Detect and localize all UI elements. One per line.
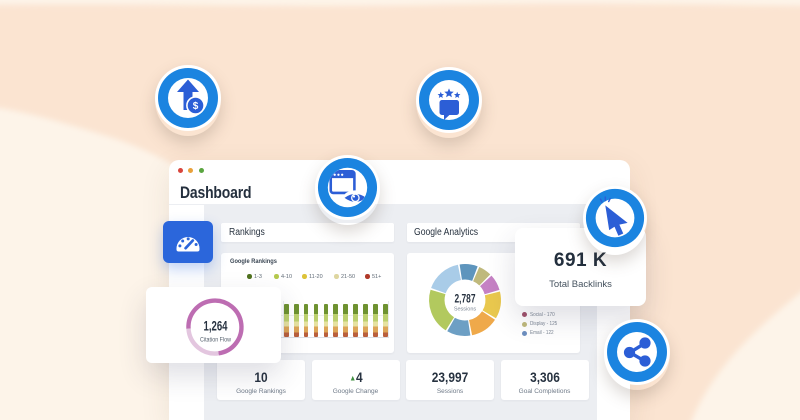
svg-text:2,787: 2,787 (455, 292, 476, 306)
svg-text:Sessions: Sessions (454, 307, 477, 313)
svg-text:$: $ (193, 101, 199, 112)
svg-text:1,264: 1,264 (204, 319, 228, 334)
svg-text:Citation Flow: Citation Flow (200, 337, 231, 344)
